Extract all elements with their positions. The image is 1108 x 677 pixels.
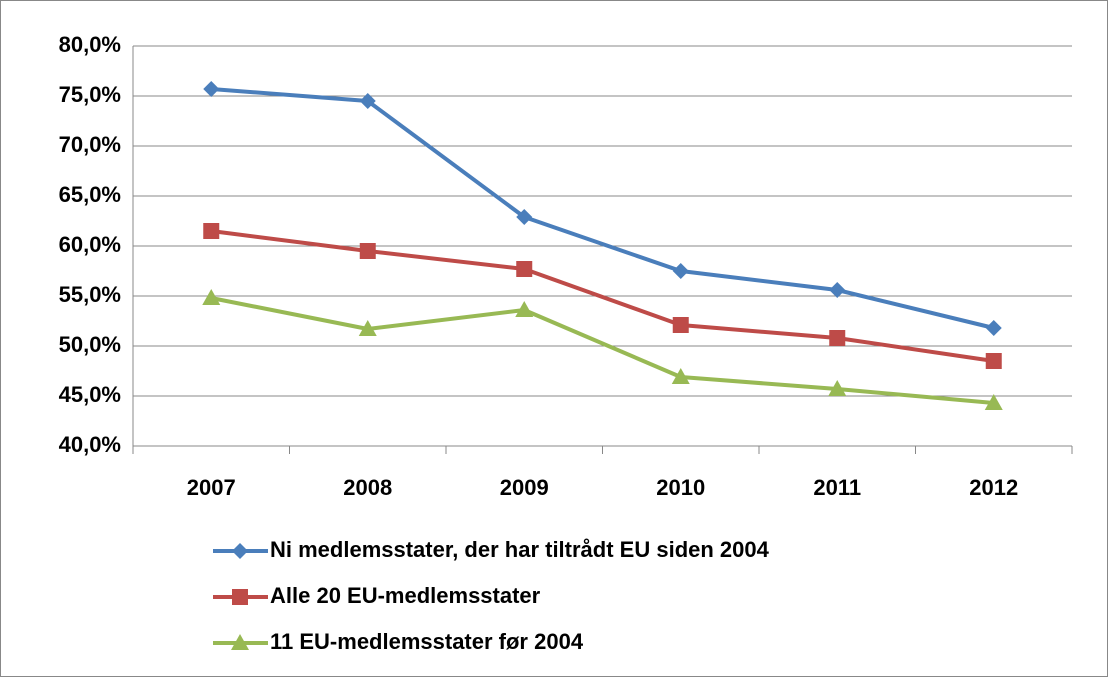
x-tick-label: 2012	[969, 475, 1018, 500]
marker	[829, 282, 846, 298]
marker	[232, 589, 248, 605]
y-tick-label: 50,0%	[59, 332, 121, 357]
marker	[203, 81, 220, 97]
y-tick-label: 40,0%	[59, 432, 121, 457]
marker	[358, 320, 377, 336]
y-tick-label: 60,0%	[59, 232, 121, 257]
marker	[202, 289, 221, 305]
marker	[516, 209, 533, 225]
series-line	[211, 87, 995, 330]
marker	[985, 320, 1002, 336]
marker	[359, 93, 376, 109]
legend-label: Alle 20 EU-medlemsstater	[270, 583, 541, 608]
y-tick-label: 80,0%	[59, 32, 121, 57]
y-tick-label: 45,0%	[59, 382, 121, 407]
x-tick-label: 2008	[343, 475, 392, 500]
legend-label: Ni medlemsstater, der har tiltrådt EU si…	[270, 537, 770, 562]
marker	[203, 223, 220, 239]
series-line	[210, 229, 995, 363]
legend-label: 11 EU-medlemsstater før 2004	[270, 629, 584, 654]
marker	[671, 368, 690, 384]
x-tick-label: 2011	[813, 475, 861, 500]
marker	[984, 394, 1003, 410]
marker	[231, 634, 249, 650]
marker	[985, 353, 1002, 369]
marker	[672, 263, 689, 279]
marker	[515, 301, 534, 317]
y-tick-label: 70,0%	[59, 132, 121, 157]
x-tick-label: 2007	[187, 475, 236, 500]
marker	[232, 543, 248, 559]
marker	[359, 243, 376, 259]
x-tick-label: 2010	[656, 475, 705, 500]
y-tick-label: 75,0%	[59, 82, 121, 107]
marker	[828, 380, 847, 396]
marker	[829, 330, 846, 346]
y-tick-label: 65,0%	[59, 182, 121, 207]
marker	[516, 261, 533, 277]
marker	[672, 317, 689, 333]
series-line	[210, 296, 994, 405]
y-tick-label: 55,0%	[59, 282, 121, 307]
x-tick-label: 2009	[500, 475, 549, 500]
